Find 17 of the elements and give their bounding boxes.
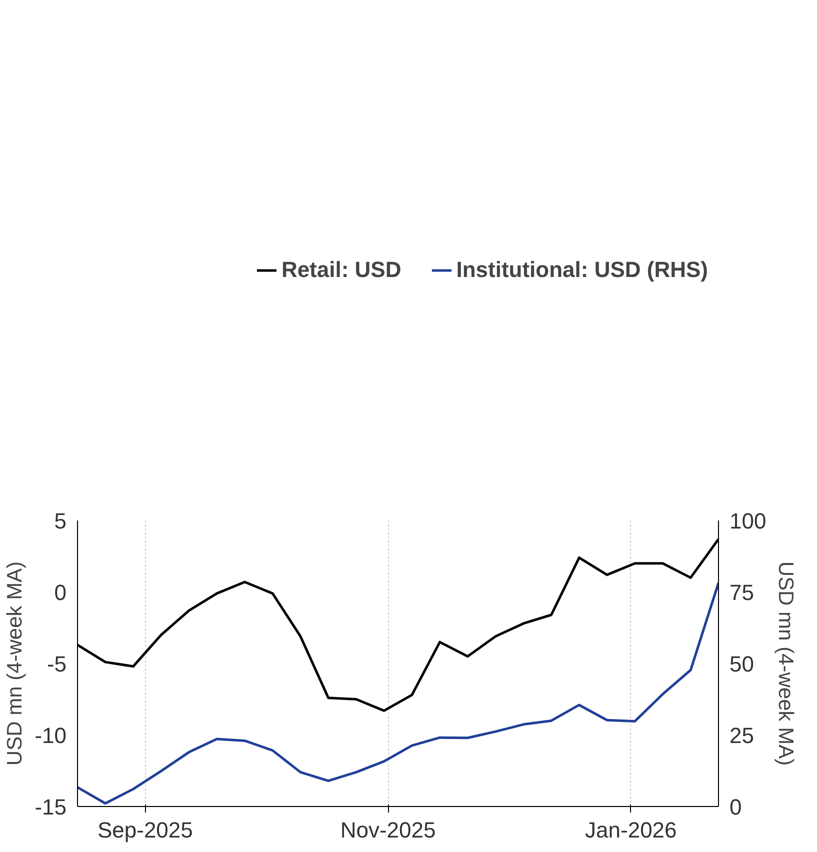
y2-tick-label: 75 [730, 580, 754, 605]
y2-tick-label: 0 [730, 794, 742, 820]
x-tick-label: Nov-2025 [340, 818, 436, 842]
y-tick-label: -15 [34, 794, 66, 820]
x-tick-label: Sep-2025 [97, 818, 193, 842]
legend-label: Institutional: USD (RHS) [456, 257, 708, 283]
y2-tick-label: 25 [730, 723, 754, 748]
y-tick-label: 5 [54, 508, 67, 534]
y-tick-label: -10 [34, 723, 66, 748]
y2-tick-label: 100 [730, 508, 766, 534]
y-tick-label: -5 [46, 652, 66, 676]
x-tick-label: Jan-2026 [585, 818, 677, 842]
y-axis-title: USD mn (4-week MA) [4, 561, 27, 766]
y-tick-label: 0 [54, 580, 67, 605]
y2-axis-title: USD mn (4-week MA) [774, 561, 798, 766]
y2-tick-label: 50 [730, 652, 754, 676]
legend-label: Retail: USD [281, 257, 402, 283]
